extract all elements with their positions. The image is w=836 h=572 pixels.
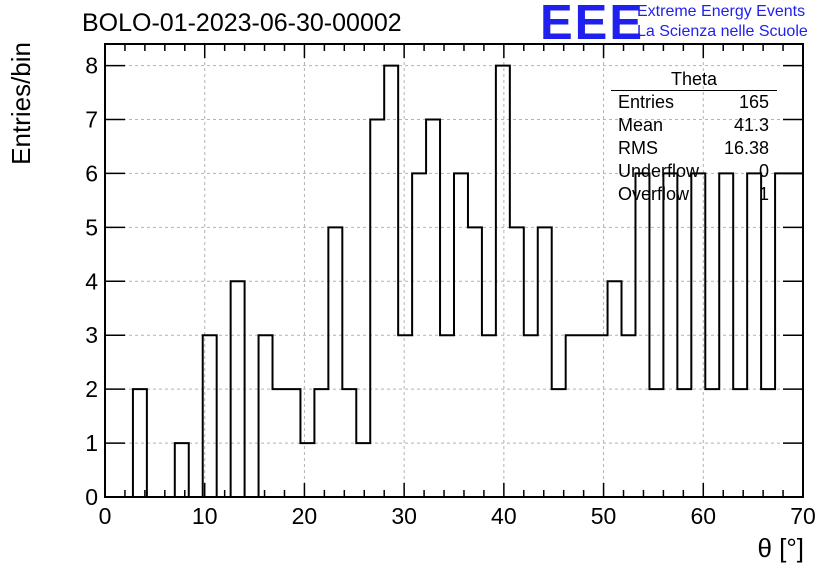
- stats-row-rms: RMS 16.38: [611, 137, 777, 160]
- stats-label: RMS: [618, 138, 658, 158]
- y-tick-label: 4: [85, 268, 98, 294]
- eee-logo: EEE: [540, 0, 645, 50]
- y-tick-label: 8: [85, 53, 98, 79]
- stats-value: 165: [738, 92, 769, 112]
- histogram-bin: [342, 389, 356, 497]
- histogram-bin: [482, 335, 496, 497]
- stats-label: Entries: [618, 92, 675, 112]
- x-tick-label: 0: [99, 503, 112, 529]
- histogram-bin: [468, 227, 482, 497]
- y-tick-label: 2: [85, 376, 98, 402]
- x-tick-label: 70: [790, 503, 816, 529]
- histogram-bin: [538, 227, 552, 497]
- x-tick-label: 20: [292, 503, 318, 529]
- stats-label: Underflow: [618, 161, 700, 181]
- histogram-bin: [328, 227, 342, 497]
- y-tick-label: 3: [85, 322, 98, 348]
- histogram-outline: [105, 64, 803, 498]
- stats-label: Overflow: [618, 184, 690, 204]
- plot-frame: [104, 43, 804, 498]
- stats-row-overflow: Overflow 1: [611, 183, 777, 206]
- histogram-bin: [356, 443, 370, 497]
- histogram-bin: [370, 120, 384, 498]
- stats-row-mean: Mean 41.3: [611, 114, 777, 137]
- x-axis-label: θ [°]: [757, 533, 804, 563]
- stats-row-entries: Entries 165: [611, 91, 777, 114]
- histogram-bin: [524, 335, 538, 497]
- histogram-bin: [594, 335, 608, 497]
- stats-value: 16.38: [723, 138, 769, 158]
- x-tick-label: 60: [690, 503, 716, 529]
- y-tick-label: 7: [85, 107, 98, 133]
- x-tick-label: 40: [491, 503, 517, 529]
- brand-line-2: La Scienza nelle Scuole: [637, 23, 808, 40]
- brand-line-1: Extreme Energy Events: [637, 3, 806, 20]
- stats-box: Theta Entries 165 Mean 41.3 RMS 16.38 Un…: [611, 68, 777, 206]
- run-title: BOLO-01-2023-06-30-00002: [82, 9, 402, 37]
- y-tick-label: 0: [85, 484, 98, 510]
- histogram-bin: [300, 443, 314, 497]
- stats-value: 0: [758, 161, 769, 181]
- histogram-bin: [580, 335, 594, 497]
- histogram-series: [105, 64, 803, 498]
- histogram-bin: [440, 335, 454, 497]
- histogram-bin: [259, 335, 273, 497]
- histogram-bin: [622, 335, 636, 497]
- histogram-bin: [510, 227, 524, 497]
- stats-title: Theta: [611, 68, 777, 91]
- histogram-bin: [426, 120, 440, 498]
- stats-value: 1: [758, 184, 769, 204]
- y-tick-label: 1: [85, 430, 98, 456]
- x-tick-label: 10: [192, 503, 218, 529]
- histogram-bin: [566, 335, 580, 497]
- stats-label: Mean: [618, 115, 664, 135]
- brand-text: Extreme Energy Events La Scienza nelle S…: [637, 2, 808, 42]
- histogram-bin: [398, 335, 412, 497]
- y-axis-label: Entries/bin: [6, 42, 36, 165]
- stats-row-underflow: Underflow 0: [611, 160, 777, 183]
- x-tick-label: 30: [391, 503, 417, 529]
- x-tick-label: 50: [591, 503, 617, 529]
- y-tick-label: 5: [85, 214, 98, 240]
- stats-value: 41.3: [733, 115, 769, 135]
- histogram-bin: [175, 443, 189, 497]
- y-tick-label: 6: [85, 160, 98, 186]
- histogram-bin: [384, 66, 398, 497]
